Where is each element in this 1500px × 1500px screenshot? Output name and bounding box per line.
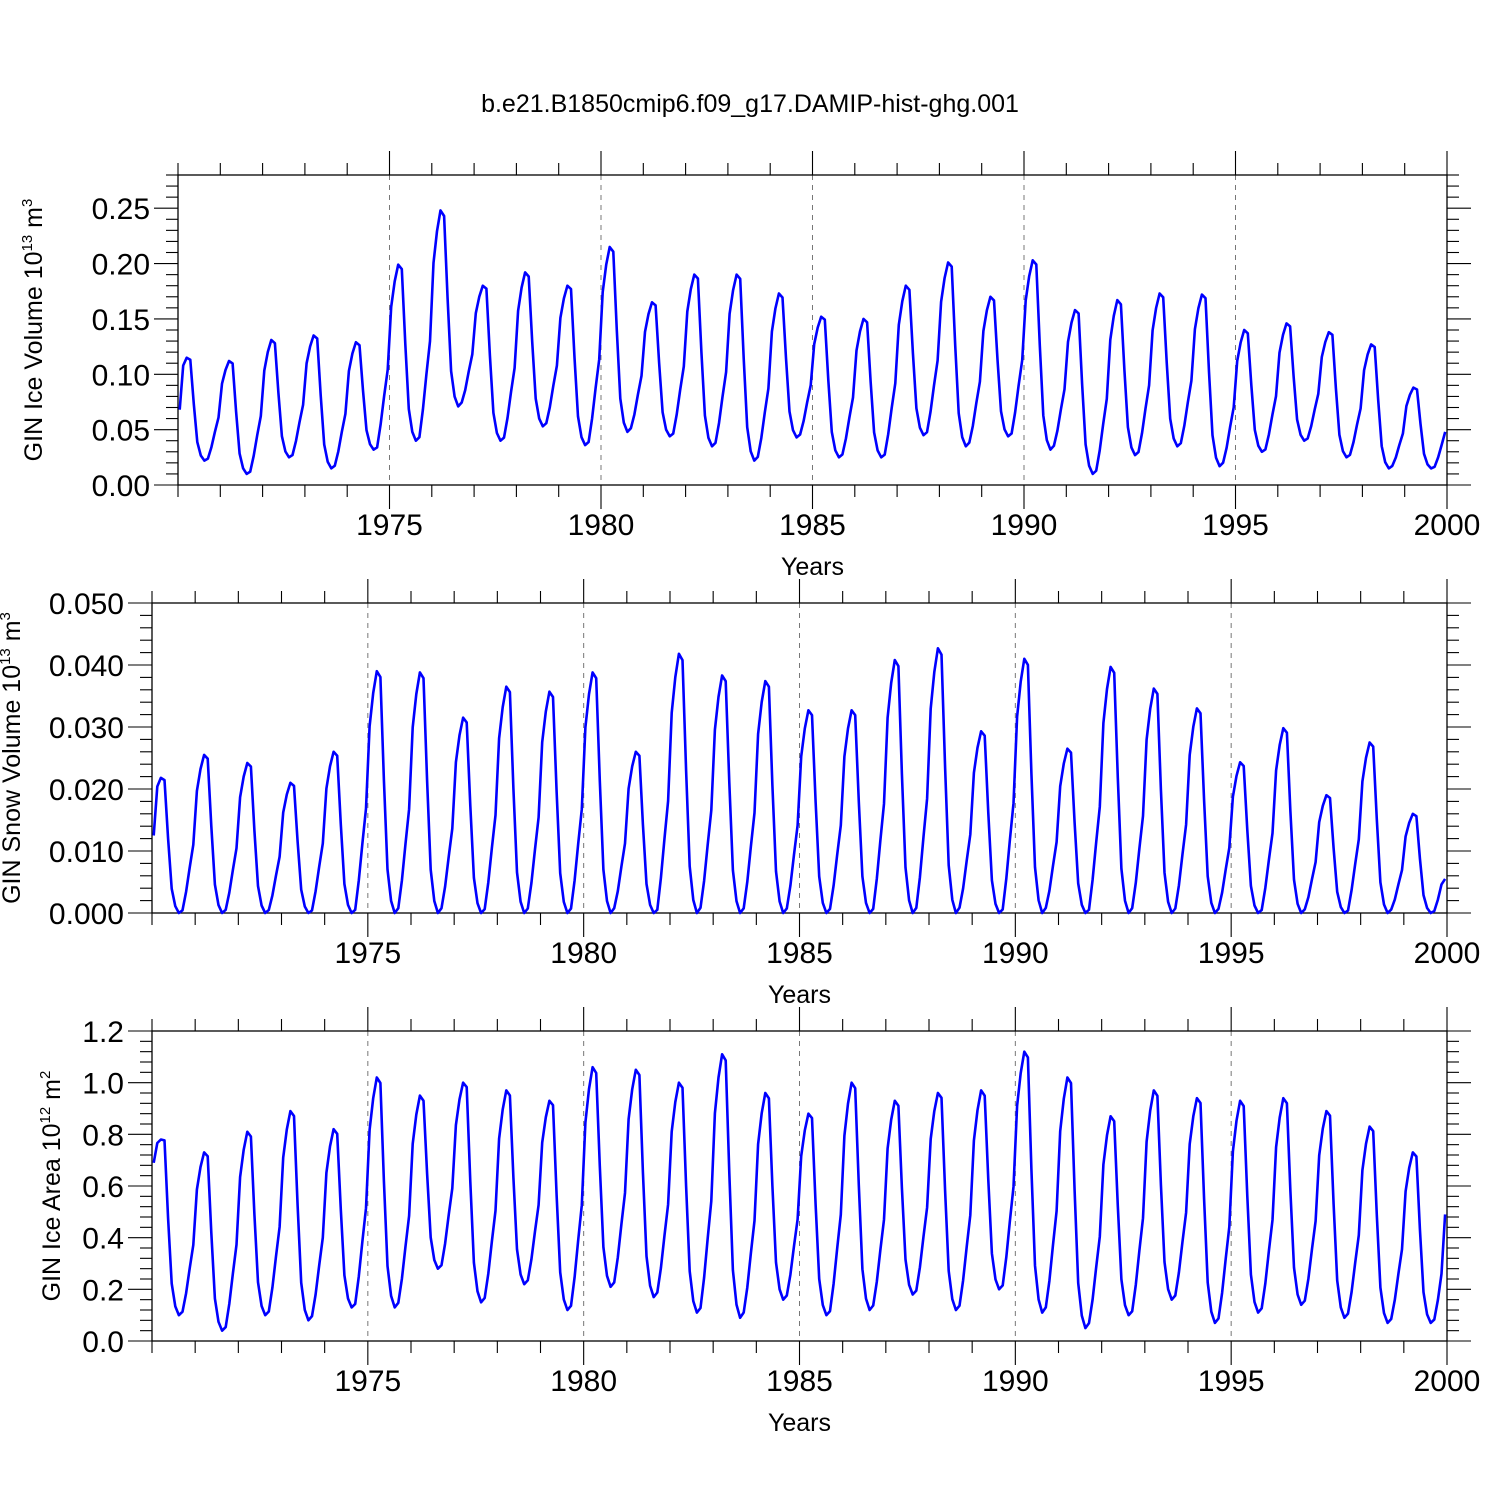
y-tick-label: 0.10 xyxy=(92,359,150,392)
y-tick-label: 0.030 xyxy=(49,712,124,745)
y-label-unit: m xyxy=(38,1079,66,1107)
x-tick-label: 1995 xyxy=(1202,509,1269,542)
x-tick-label: 1985 xyxy=(766,937,833,970)
x-tick-label: 1995 xyxy=(1198,937,1265,970)
y-tick-label: 0.4 xyxy=(82,1223,124,1256)
y-tick-label: 0.20 xyxy=(92,249,150,282)
x-tick-label: 1995 xyxy=(1198,1365,1265,1398)
y-tick-label: 1.0 xyxy=(82,1068,124,1101)
x-tick-label: 1980 xyxy=(550,1365,617,1398)
series-line xyxy=(152,1050,1447,1332)
x-tick-label: 1975 xyxy=(334,937,401,970)
y-label-exponent: 13 xyxy=(19,235,36,252)
chart-title: b.e21.B1850cmip6.f09_g17.DAMIP-hist-ghg.… xyxy=(481,90,1019,118)
y-label-unit-exponent: 3 xyxy=(0,612,14,620)
y-label-exponent: 13 xyxy=(0,648,14,665)
y-label-unit: m xyxy=(0,620,26,648)
x-tick-label: 2000 xyxy=(1414,509,1481,542)
x-tick-label: 1990 xyxy=(982,937,1049,970)
y-label-text: GIN Ice Volume 10 xyxy=(20,251,48,461)
y-tick-label: 0.0 xyxy=(82,1326,124,1359)
series-line xyxy=(152,647,1447,915)
x-tick-label: 2000 xyxy=(1414,1365,1481,1398)
y-axis-label: GIN Snow Volume 1013 m3 xyxy=(0,612,26,904)
x-axis-label: Years xyxy=(768,981,831,1009)
x-tick-label: 1990 xyxy=(991,509,1058,542)
x-axis-label: Years xyxy=(768,1409,831,1437)
x-tick-label: 1985 xyxy=(779,509,846,542)
y-axis-label: GIN Ice Area 1012 m2 xyxy=(37,1071,66,1302)
y-tick-label: 0.15 xyxy=(92,304,150,337)
series-line xyxy=(178,209,1447,476)
y-axis-label: GIN Ice Volume 1013 m3 xyxy=(19,199,48,462)
y-tick-label: 1.2 xyxy=(82,1016,124,1049)
panel-3: 1975 1980 1985 1990 1995 2000 0.0 0.2 0.4 0.6 0.8 1… xyxy=(37,1007,1480,1437)
x-tick-label: 1985 xyxy=(766,1365,833,1398)
y-label-exponent: 12 xyxy=(37,1107,54,1124)
y-tick-label: 0.040 xyxy=(49,650,124,683)
y-tick-label: 0.2 xyxy=(82,1274,124,1307)
y-label-unit: m xyxy=(20,207,48,235)
y-tick-label: 0.050 xyxy=(49,588,124,621)
y-tick-label: 0.05 xyxy=(92,415,150,448)
y-tick-label: 0.00 xyxy=(92,470,150,503)
y-tick-label: 0.8 xyxy=(82,1119,124,1152)
y-label-text: GIN Ice Area 10 xyxy=(38,1123,66,1301)
y-label-unit-exponent: 2 xyxy=(37,1071,54,1079)
y-tick-label: 0.000 xyxy=(49,898,124,931)
y-label-text: GIN Snow Volume 10 xyxy=(0,665,26,904)
y-tick-label: 0.020 xyxy=(49,774,124,807)
x-tick-label: 2000 xyxy=(1414,937,1481,970)
x-tick-label: 1980 xyxy=(550,937,617,970)
y-tick-label: 0.6 xyxy=(82,1171,124,1204)
y-label-unit-exponent: 3 xyxy=(19,199,36,207)
panel-1: 1975 1980 1985 1990 1995 2000 0.00 0.05 0.10 0.15… xyxy=(19,151,1480,581)
panels: 1975 1980 1985 1990 1995 2000 0.00 0.05 0.10 0.15… xyxy=(0,151,1480,1437)
x-axis-label: Years xyxy=(781,553,844,581)
x-tick-label: 1975 xyxy=(356,509,423,542)
x-tick-label: 1980 xyxy=(568,509,635,542)
y-tick-label: 0.25 xyxy=(92,193,150,226)
y-tick-label: 0.010 xyxy=(49,836,124,869)
panel-2: 1975 1980 1985 1990 1995 2000 0.000 0.010 0.020 0… xyxy=(0,579,1480,1009)
x-tick-label: 1975 xyxy=(334,1365,401,1398)
x-tick-label: 1990 xyxy=(982,1365,1049,1398)
